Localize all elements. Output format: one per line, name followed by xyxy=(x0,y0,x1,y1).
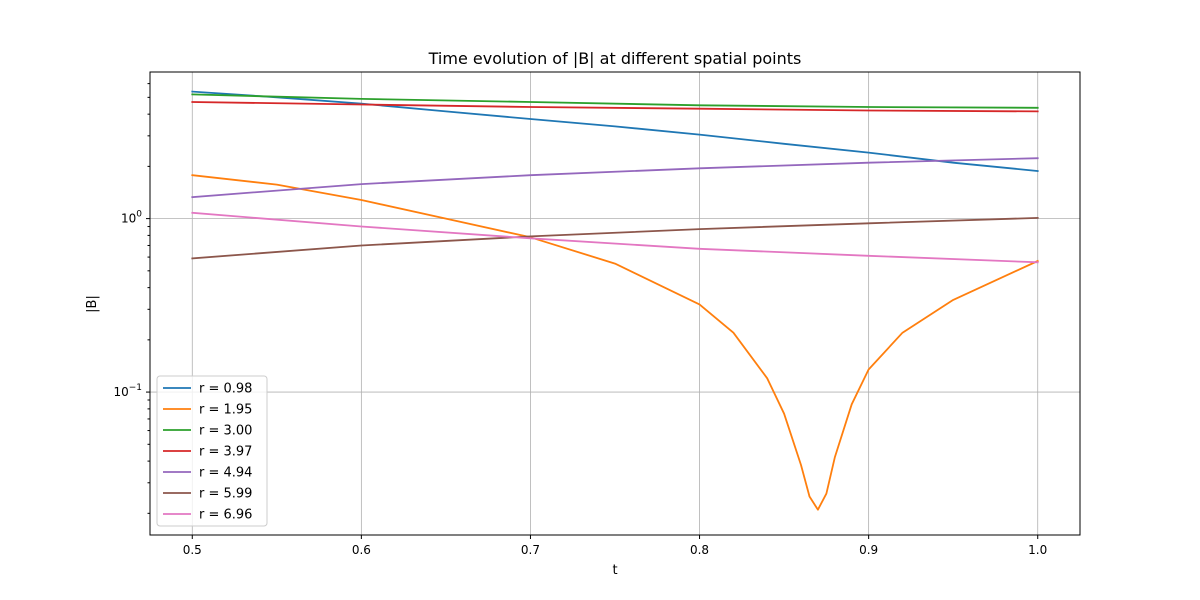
y-axis-label: |B| xyxy=(85,295,100,313)
legend-box xyxy=(156,375,268,527)
series-line xyxy=(191,101,1039,113)
x-axis-ticks: 0.5 0.6 0.7 0.8 0.9 1.0 xyxy=(183,535,1047,557)
x-tick-label: 0.7 xyxy=(521,543,540,557)
plot-frame xyxy=(149,71,1081,536)
legend-label: r = 3.00 xyxy=(199,424,252,439)
y-axis-ticks: 10−1 100 xyxy=(113,83,150,514)
legend-label: r = 1.95 xyxy=(199,403,252,418)
legend-label: r = 4.94 xyxy=(199,466,252,481)
x-tick-label: 1.0 xyxy=(1028,543,1047,557)
series-line xyxy=(191,93,1039,109)
legend-label: r = 0.98 xyxy=(199,382,252,397)
legend-label: r = 3.97 xyxy=(199,445,252,460)
plot-lines xyxy=(191,90,1039,511)
x-tick-label: 0.6 xyxy=(352,543,371,557)
legend-label: r = 6.96 xyxy=(199,508,252,523)
series-line xyxy=(191,157,1039,199)
legend-label: r = 5.99 xyxy=(199,487,252,502)
series-line xyxy=(191,216,1039,260)
y-tick-label: 10−1 xyxy=(113,383,142,399)
legend: r = 0.98 r = 1.95 r = 3.00 r = 3.97 r = 4.94… xyxy=(156,375,268,527)
x-tick-label: 0.8 xyxy=(690,543,709,557)
series-line xyxy=(191,90,1039,172)
x-axis-label: t xyxy=(612,563,617,578)
x-tick-label: 0.9 xyxy=(859,543,878,557)
grid xyxy=(150,72,1080,535)
series-line xyxy=(191,174,1039,511)
chart-title: Time evolution of |B| at different spati… xyxy=(428,49,802,68)
x-tick-label: 0.5 xyxy=(183,543,202,557)
series-line xyxy=(191,211,1039,264)
y-tick-label: 100 xyxy=(121,210,142,226)
